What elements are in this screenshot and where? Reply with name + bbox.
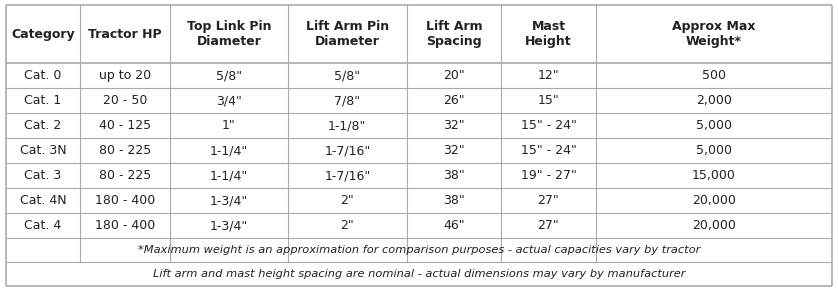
Text: Top Link Pin
Diameter: Top Link Pin Diameter <box>187 20 271 48</box>
Text: *Maximum weight is an approximation for comparison purposes - actual capacities : *Maximum weight is an approximation for … <box>138 245 700 255</box>
Text: 2": 2" <box>340 219 354 232</box>
Text: 26": 26" <box>443 94 465 107</box>
Text: 20,000: 20,000 <box>692 219 736 232</box>
Text: 3/4": 3/4" <box>216 94 241 107</box>
Text: 12": 12" <box>538 69 559 82</box>
Text: 1-1/8": 1-1/8" <box>328 119 366 132</box>
Text: Lift arm and mast height spacing are nominal - actual dimensions may vary by man: Lift arm and mast height spacing are nom… <box>153 269 685 279</box>
Text: 1": 1" <box>222 119 235 132</box>
Text: Category: Category <box>11 28 75 41</box>
Text: Cat. 0: Cat. 0 <box>24 69 62 82</box>
Text: Cat. 4N: Cat. 4N <box>19 194 66 207</box>
Text: Cat. 3: Cat. 3 <box>24 169 61 182</box>
Text: Cat. 1: Cat. 1 <box>24 94 61 107</box>
Text: 180 - 400: 180 - 400 <box>95 219 155 232</box>
Text: 15" - 24": 15" - 24" <box>520 144 577 157</box>
Text: 40 - 125: 40 - 125 <box>99 119 151 132</box>
Text: 1-7/16": 1-7/16" <box>324 144 370 157</box>
Text: 1-3/4": 1-3/4" <box>210 194 248 207</box>
Text: 32": 32" <box>443 144 465 157</box>
Text: 32": 32" <box>443 119 465 132</box>
Text: 2": 2" <box>340 194 354 207</box>
Text: up to 20: up to 20 <box>99 69 151 82</box>
Text: 80 - 225: 80 - 225 <box>99 144 151 157</box>
Text: 1-3/4": 1-3/4" <box>210 219 248 232</box>
Text: Cat. 2: Cat. 2 <box>24 119 61 132</box>
Text: 15": 15" <box>538 94 559 107</box>
Text: 19" - 27": 19" - 27" <box>520 169 577 182</box>
Text: 5,000: 5,000 <box>696 119 732 132</box>
Text: 46": 46" <box>443 219 465 232</box>
Text: 2,000: 2,000 <box>696 94 732 107</box>
Text: 5/8": 5/8" <box>215 69 242 82</box>
Text: 38": 38" <box>443 169 465 182</box>
Text: 15,000: 15,000 <box>692 169 736 182</box>
Text: 1-1/4": 1-1/4" <box>210 144 248 157</box>
Text: 27": 27" <box>538 219 559 232</box>
Text: 27": 27" <box>538 194 559 207</box>
Text: Tractor HP: Tractor HP <box>88 28 162 41</box>
Text: 7/8": 7/8" <box>334 94 360 107</box>
Text: Mast
Height: Mast Height <box>525 20 572 48</box>
Text: 5/8": 5/8" <box>334 69 360 82</box>
Text: 38": 38" <box>443 194 465 207</box>
Text: 1-7/16": 1-7/16" <box>324 169 370 182</box>
Text: Lift Arm
Spacing: Lift Arm Spacing <box>426 20 482 48</box>
Text: 180 - 400: 180 - 400 <box>95 194 155 207</box>
Text: 500: 500 <box>702 69 726 82</box>
Text: Approx Max
Weight*: Approx Max Weight* <box>672 20 756 48</box>
Text: 20 - 50: 20 - 50 <box>102 94 147 107</box>
Text: Cat. 4: Cat. 4 <box>24 219 61 232</box>
Text: 20": 20" <box>443 69 465 82</box>
Text: Lift Arm Pin
Diameter: Lift Arm Pin Diameter <box>306 20 389 48</box>
Text: 1-1/4": 1-1/4" <box>210 169 248 182</box>
Text: 15" - 24": 15" - 24" <box>520 119 577 132</box>
Text: 80 - 225: 80 - 225 <box>99 169 151 182</box>
Text: 5,000: 5,000 <box>696 144 732 157</box>
Text: 20,000: 20,000 <box>692 194 736 207</box>
Text: Cat. 3N: Cat. 3N <box>19 144 66 157</box>
